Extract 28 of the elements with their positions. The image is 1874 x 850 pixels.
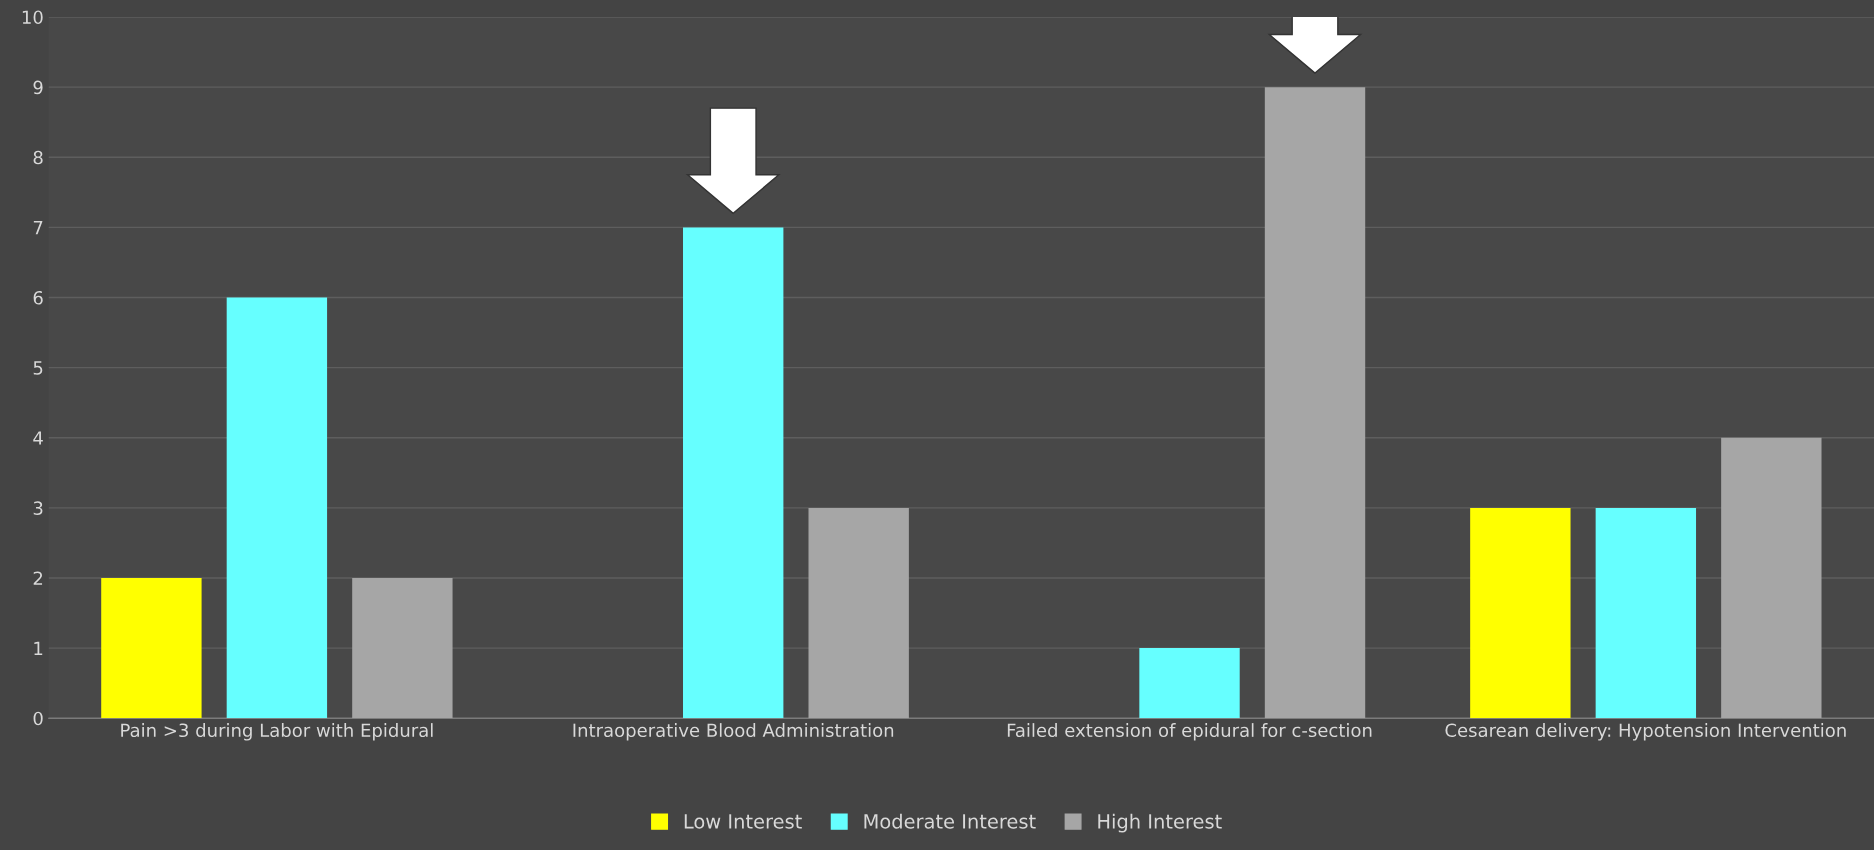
bar (683, 227, 784, 719)
bar (226, 297, 328, 719)
bar (1595, 507, 1697, 719)
legend-label: Moderate Interest (864, 813, 1036, 829)
y-tick-label: 9 (33, 80, 43, 95)
y-tick-label: 6 (33, 290, 43, 305)
x-tick-label: Intraoperative Blood Administration (573, 723, 894, 741)
y-tick-label: 5 (33, 361, 43, 375)
bar (1470, 507, 1571, 719)
bar (1721, 437, 1822, 719)
y-tick-label: 3 (33, 501, 43, 515)
x-tick-label: Cesarean delivery: Hypotension Intervention (1445, 723, 1846, 741)
bar (101, 578, 202, 719)
bar (1139, 648, 1240, 719)
legend-label: High Interest (1098, 813, 1222, 833)
bar (808, 507, 909, 719)
legend-label: Low Interest (684, 814, 802, 829)
y-tick-label: 7 (33, 221, 43, 235)
y-tick-label: 1 (34, 641, 43, 655)
y-tick-label: 8 (33, 150, 43, 165)
y-tick-label: 0 (33, 711, 43, 726)
bar (1264, 87, 1366, 719)
x-tick-label: Failed extension of epidural for c-section (1007, 723, 1372, 741)
y-tick-label: 2 (33, 571, 43, 585)
y-tick-label: 4 (33, 431, 43, 445)
x-tick-label: Pain >3 during Labor with Epidural (121, 723, 433, 741)
bar (352, 578, 453, 719)
y-tick-label: 10 (22, 10, 43, 25)
